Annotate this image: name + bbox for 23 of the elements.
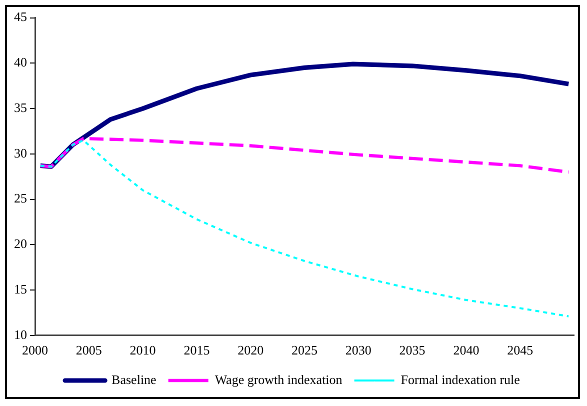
x-tick-label: 2030 bbox=[345, 342, 372, 358]
x-tick-label: 2040 bbox=[453, 342, 480, 358]
y-tick-label: 45 bbox=[14, 9, 27, 24]
x-tick-label: 2000 bbox=[22, 342, 48, 358]
x-tick-label: 2035 bbox=[399, 342, 426, 358]
y-tick-label: 20 bbox=[14, 236, 27, 252]
x-tick-label: 2020 bbox=[238, 342, 264, 358]
legend-label: Wage growth indexation bbox=[214, 372, 343, 387]
y-tick-label: 35 bbox=[14, 100, 27, 115]
x-tick-label: 2025 bbox=[292, 342, 318, 358]
y-tick-label: 30 bbox=[14, 145, 27, 160]
y-tick-label: 25 bbox=[14, 190, 27, 206]
legend-label: Formal indexation rule bbox=[400, 372, 520, 387]
x-tick-label: 2045 bbox=[507, 342, 534, 358]
line-series bbox=[39, 139, 570, 318]
x-tick-label: 2015 bbox=[184, 342, 210, 358]
x-tick-label: 2010 bbox=[130, 342, 156, 358]
line-series bbox=[38, 136, 570, 174]
legend-label: Baseline bbox=[112, 372, 157, 387]
x-tick-label: 2005 bbox=[76, 342, 102, 358]
y-tick-label: 15 bbox=[14, 281, 27, 296]
y-tick-label: 10 bbox=[14, 326, 27, 342]
y-tick-label: 40 bbox=[14, 54, 27, 70]
